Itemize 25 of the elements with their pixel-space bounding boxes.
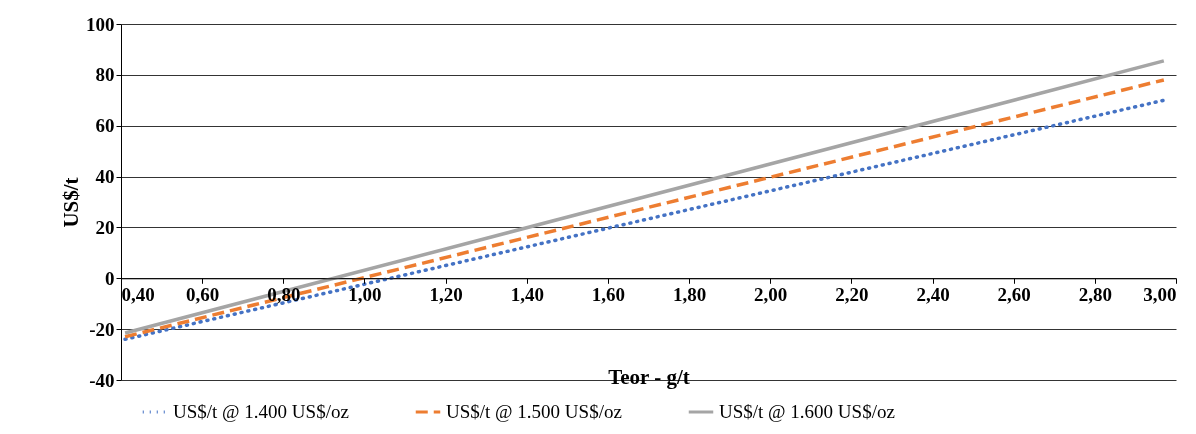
x-tick-label: 1,80 (672, 283, 707, 305)
y-axis-title: US$/t (59, 177, 83, 228)
x-tick-label: 1,00 (348, 283, 382, 305)
x-tick-label: 0,60 (186, 283, 220, 305)
x-tick-label: 1,40 (510, 283, 544, 305)
y-tick-label: 60 (95, 115, 115, 137)
x-tick-label: 1,20 (429, 283, 463, 305)
legend-label: US$/t @ 1.500 US$/oz (446, 401, 622, 422)
x-tick-label: 2,60 (997, 283, 1031, 305)
x-tick-label: 3,00 (1143, 283, 1177, 305)
x-tick-label: 2,20 (835, 283, 869, 305)
y-tick-label: 0 (105, 267, 115, 289)
y-tick-label: 100 (86, 13, 115, 35)
x-tick-label: 2,40 (916, 283, 950, 305)
y-tick-label: -40 (89, 369, 115, 391)
legend-label: US$/t @ 1.400 US$/oz (173, 401, 349, 422)
y-tick-label: 20 (95, 216, 115, 238)
y-tick-label: 40 (95, 166, 115, 188)
x-tick-label: 0,40 (121, 283, 155, 305)
x-tick-label: 1,60 (591, 283, 626, 305)
x-tick-label: 2,80 (1078, 283, 1112, 305)
y-tick-label: 80 (95, 64, 115, 86)
x-tick-label: 2,00 (754, 283, 788, 305)
y-tick-label: -20 (89, 318, 115, 340)
legend-label: US$/t @ 1.600 US$/oz (719, 401, 895, 422)
